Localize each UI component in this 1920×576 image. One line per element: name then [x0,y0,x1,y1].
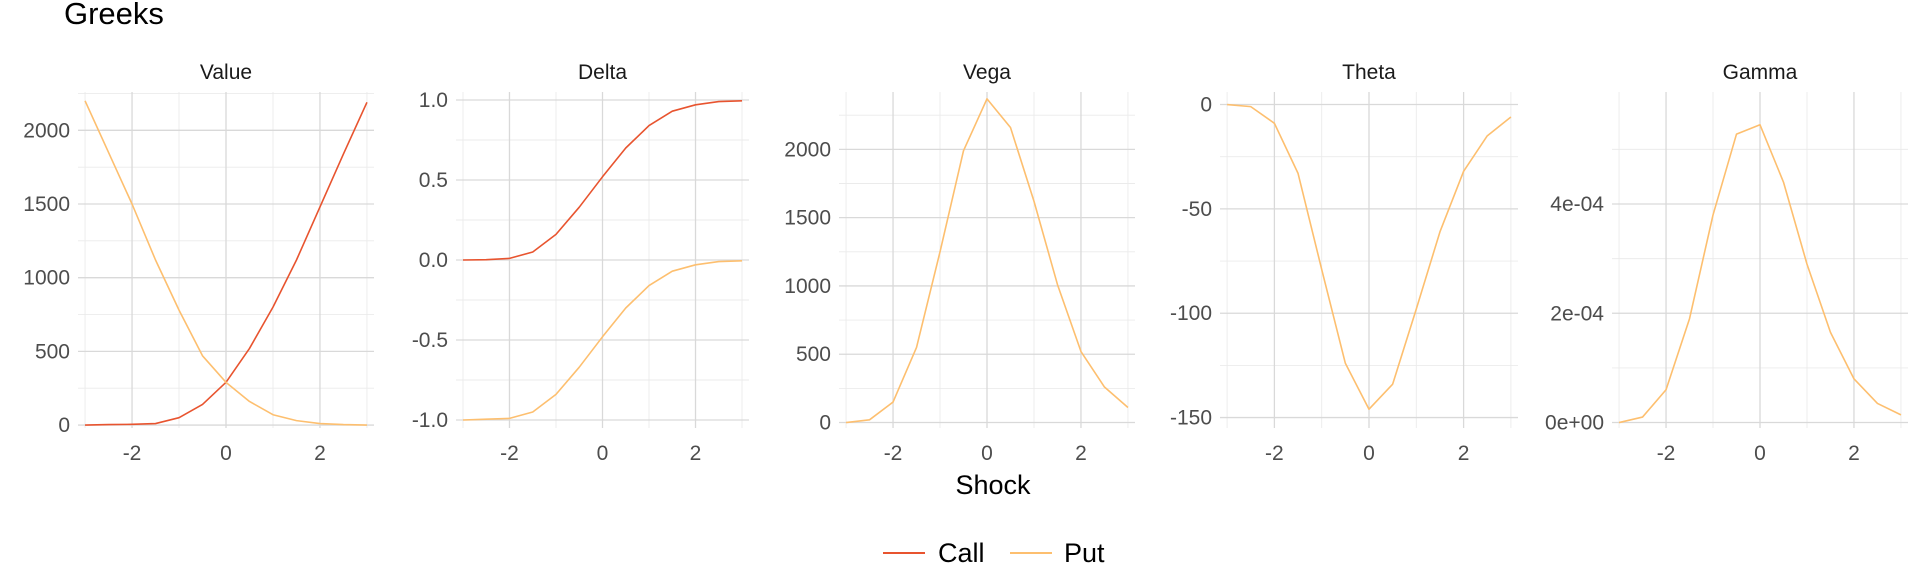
y-tick-label: -1.0 [412,409,448,432]
y-tick-label: 0.0 [419,249,448,272]
series-line-put-gamma [1618,123,1902,424]
x-tick-label: 2 [1075,442,1087,465]
legend-label-call: Call [938,538,985,568]
panel-title-value: Value [200,61,252,84]
x-tick-label: 0 [1363,442,1375,465]
y-tick-label: 1.0 [419,89,448,112]
x-tick-label: 0 [981,442,993,465]
panel-title-delta: Delta [578,61,627,84]
panel-vega: 0 500 1000 1500 2000 -2 0 2 Vega [784,61,1135,465]
series-line-put-value [84,100,367,426]
x-tick-label: 2 [1848,442,1860,465]
y-tick-label: 1000 [23,267,70,290]
x-tick-label: 2 [690,442,702,465]
y-tick-label: -0.5 [412,329,448,352]
x-tick-label: -2 [884,442,903,465]
x-axis-label: Shock [955,470,1031,500]
x-tick-label: 0 [1754,442,1766,465]
chart-title: Greeks [64,0,164,31]
y-tick-label: 0e+00 [1545,412,1604,435]
x-tick-label: -2 [123,442,142,465]
y-tick-label: 500 [35,340,70,363]
series-line-put-theta [1227,103,1512,411]
y-tick-label: 1500 [784,207,831,230]
y-tick-label: 2000 [23,119,70,142]
panel-value: 0 500 1000 1500 2000 -2 0 2 Value [23,61,374,465]
series-line-call-delta [462,100,743,261]
x-tick-label: -2 [1657,442,1676,465]
y-tick-label: 2000 [784,138,831,161]
legend-item-put: Put [1010,538,1105,568]
y-tick-label: 0 [58,414,70,437]
y-tick-label: -150 [1170,407,1212,430]
series-line-put-vega [845,98,1129,424]
series-line-put-delta [462,260,743,421]
y-tick-label: 0 [819,412,831,435]
y-tick-label: 500 [796,343,831,366]
x-tick-label: 2 [1458,442,1470,465]
panel-gamma: 0e+00 2e-04 4e-04 -2 0 2 Gamma [1545,61,1908,465]
legend-label-put: Put [1064,538,1105,568]
y-tick-label: 0 [1200,94,1212,117]
legend-item-call: Call [883,538,985,568]
x-tick-label: 0 [597,442,609,465]
y-tick-label: 2e-04 [1550,302,1604,325]
x-tick-label: -2 [1265,442,1284,465]
panel-delta: -1.0 -0.5 0.0 0.5 1.0 -2 0 2 Delta [412,61,749,465]
y-tick-label: 1500 [23,193,70,216]
x-tick-label: 0 [220,442,232,465]
y-tick-label: 4e-04 [1550,193,1604,216]
y-tick-label: -50 [1182,198,1212,221]
legend: Call Put [883,538,1105,568]
panel-title-theta: Theta [1342,61,1396,84]
y-tick-label: 0.5 [419,169,448,192]
x-tick-label: 2 [314,442,326,465]
y-tick-label: 1000 [784,275,831,298]
panel-title-gamma: Gamma [1723,61,1798,84]
panel-theta: -150 -100 -50 0 -2 0 2 Theta [1170,61,1518,465]
y-tick-label: -100 [1170,302,1212,325]
x-tick-label: -2 [500,442,519,465]
panel-title-vega: Vega [963,61,1011,84]
